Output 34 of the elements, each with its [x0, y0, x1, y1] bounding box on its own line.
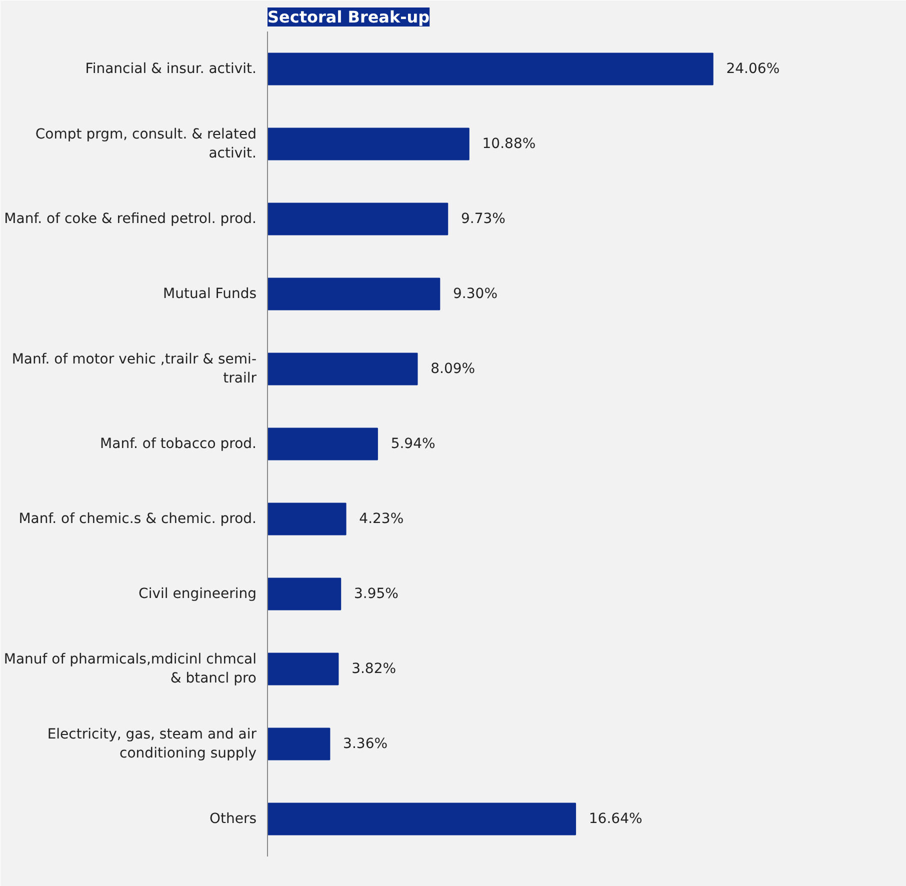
y-tick-label: Civil engineering [138, 586, 257, 602]
data-label: 3.36% [343, 736, 388, 752]
data-label: 9.73% [460, 211, 506, 227]
data-label: 24.06% [726, 61, 780, 77]
bar [268, 802, 576, 836]
bar [268, 428, 378, 460]
data-label: 3.82% [352, 661, 396, 677]
y-tick-label: Compt prgm, consult. & related activit. [35, 126, 257, 162]
bar [268, 578, 342, 610]
data-label: 16.64% [588, 811, 642, 827]
y-tick-label: Manf. of chemic.s & chemic. prod. [18, 511, 257, 527]
y-tick-label: Manf. of tobacco prod. [100, 436, 257, 452]
data-label: 5.94% [390, 436, 436, 452]
bar [268, 278, 440, 310]
y-tick-label: Financial & insur. activit. [85, 61, 257, 77]
bar [268, 128, 470, 160]
bar [268, 728, 330, 760]
bar [268, 352, 418, 386]
data-label: 4.23% [359, 511, 404, 527]
y-tick-label: Mutual Funds [163, 286, 257, 302]
bar [268, 502, 346, 536]
bar [268, 202, 448, 236]
y-tick-label: Manf. of motor vehic ,trailr & semi- trailr [12, 351, 257, 387]
data-label: 9.30% [453, 286, 498, 302]
data-label: 8.09% [430, 361, 476, 377]
bar [268, 652, 339, 686]
chart-title: Sectoral Break-up [268, 8, 430, 26]
data-label: 3.95% [354, 586, 398, 602]
y-tick-label: Manuf of pharmicals,mdicinl chmcal & btancl pro [4, 651, 257, 687]
y-tick-label: Electricity, gas, steam and air conditioning supply [47, 726, 257, 762]
y-tick-label: Others [209, 811, 256, 827]
y-tick-label: Manf. of coke & refined petrol. prod. [4, 211, 257, 227]
data-label: 10.88% [482, 136, 536, 152]
bar [268, 52, 714, 86]
